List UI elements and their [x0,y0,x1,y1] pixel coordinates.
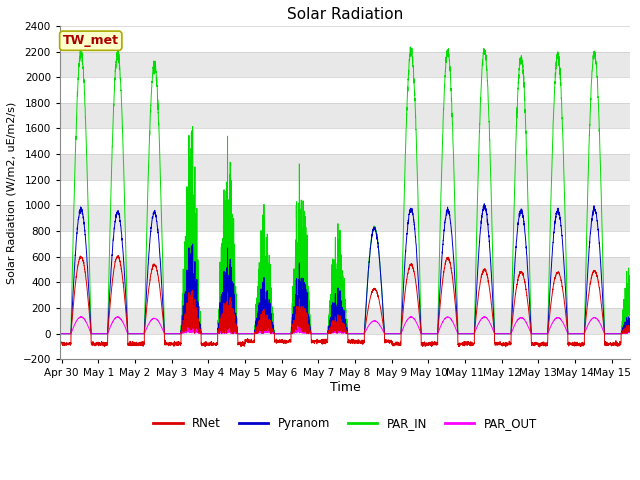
Title: Solar Radiation: Solar Radiation [287,7,403,22]
RNet [377,309,385,314]
Line: RNet: RNet [61,256,640,347]
RNet [536,344,543,350]
X-axis label: Time: Time [330,381,360,394]
PAR_OUT [545,327,553,333]
Bar [60,77,630,103]
PAR_IN [516,55,524,60]
Bar [60,180,630,205]
Bar [60,282,630,308]
PAR_OUT [377,324,385,330]
RNet [545,316,553,322]
PAR_IN [409,61,417,67]
Pyranom [516,208,524,214]
Pyranom [179,319,187,325]
PAR_IN [58,331,65,336]
Line: Pyranom: Pyranom [61,204,640,334]
PAR_OUT [407,314,415,320]
RNet [561,299,568,305]
Pyranom [377,276,385,282]
PAR_IN [179,304,187,310]
RNet [58,339,65,345]
Bar [60,334,630,360]
RNet [516,270,524,276]
PAR_IN [545,270,553,276]
Line: PAR_OUT: PAR_OUT [61,317,640,334]
Pyranom [408,209,416,215]
RNet [409,264,417,269]
PAR_OUT [409,314,417,320]
Line: PAR_IN: PAR_IN [61,47,640,334]
PAR_OUT [58,331,65,336]
Text: TW_met: TW_met [63,34,119,47]
RNet [115,253,122,259]
Pyranom [545,304,553,310]
PAR_IN [561,182,568,188]
PAR_IN [406,44,414,50]
Bar [60,26,630,51]
Pyranom [58,331,65,336]
PAR_OUT [516,315,524,321]
RNet [180,322,188,327]
Bar [60,231,630,257]
Legend: RNet, Pyranom, PAR_IN, PAR_OUT: RNet, Pyranom, PAR_IN, PAR_OUT [148,412,541,434]
Bar [60,129,630,154]
Pyranom [561,266,568,272]
PAR_OUT [179,329,187,335]
PAR_IN [377,275,385,281]
PAR_OUT [561,323,568,328]
Y-axis label: Solar Radiation (W/m2, uE/m2/s): Solar Radiation (W/m2, uE/m2/s) [7,101,17,284]
Pyranom [481,201,488,206]
